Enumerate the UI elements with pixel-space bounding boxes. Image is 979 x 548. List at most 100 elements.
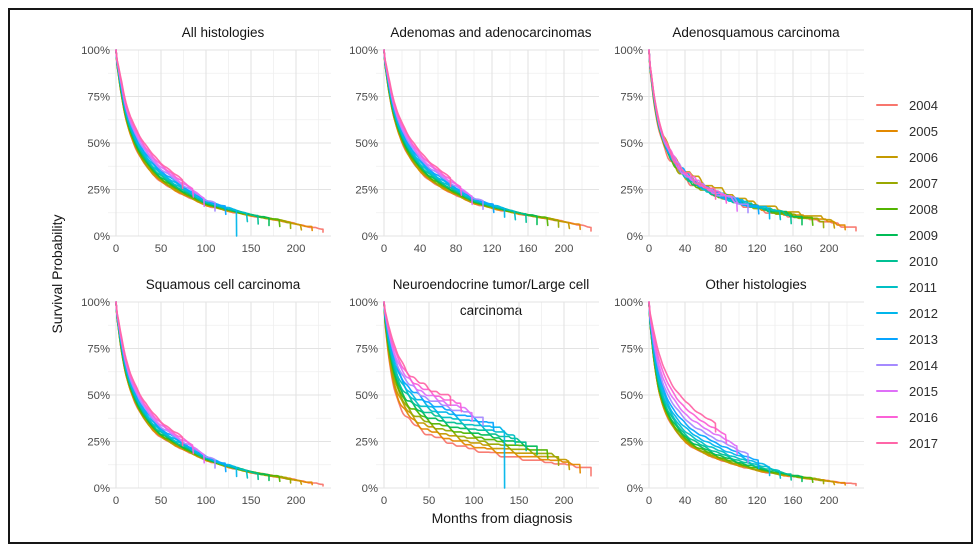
survival-curve-2015 — [648, 301, 738, 456]
survival-curve-2017 — [648, 49, 717, 200]
y-tick-label: 75% — [620, 344, 643, 356]
survival-curve-2006 — [383, 301, 571, 471]
legend-year-label: 2007 — [909, 175, 938, 191]
y-tick-label: 75% — [355, 344, 378, 356]
legend-year-label: 2008 — [909, 201, 938, 217]
legend-key-line — [876, 104, 898, 106]
x-tick-label: 40 — [679, 495, 692, 507]
y-tick-label: 75% — [87, 344, 110, 356]
facet-panel-neuroendocrine: Neuroendocrine tumor/Large cell carcinom… — [338, 272, 600, 514]
legend-key-line — [876, 130, 898, 132]
x-tick-label: 0 — [381, 495, 387, 507]
y-tick-label: 100% — [81, 46, 110, 57]
survival-curve-2008 — [383, 301, 549, 460]
survival-curve-2013 — [648, 301, 760, 470]
survival-plot-adenomas: 0% 25% 50% 75% 100% 0 40 80 120 160 200 — [349, 46, 599, 255]
facet-panel-all-histologies: All histologies 0% 25% 50% 75% 100% 0 50 100 150… — [70, 20, 332, 262]
x-tick-label: 200 — [820, 243, 839, 255]
facet-title-neuroendocrine: Neuroendocrine tumor/Large cell carcinom… — [392, 277, 590, 318]
y-tick-label: 100% — [349, 298, 378, 309]
x-tick-label: 100 — [197, 495, 216, 507]
y-tick-label: 0% — [94, 483, 110, 495]
legend-year-label: 2005 — [909, 123, 938, 139]
facet-title-squamous: Squamous cell carcinoma — [145, 277, 301, 292]
facet-title-adenomas: Adenomas and adenocarcinomas — [390, 25, 592, 40]
legend-item-2014: 2014 — [876, 352, 968, 378]
facet-panel-squamous: Squamous cell carcinoma 0% 25% 50% 75% 100% 0… — [70, 272, 332, 514]
legend-item-2017: 2017 — [876, 430, 968, 456]
survival-curve-2004 — [383, 301, 592, 477]
survival-curve-2016 — [648, 301, 728, 444]
y-tick-label: 75% — [620, 92, 643, 104]
legend-item-2016: 2016 — [876, 404, 968, 430]
facet-panel-other: Other histologies 0% 25% 50% 75% 100% 0 40 80 12… — [603, 272, 865, 514]
y-tick-label: 0% — [627, 231, 643, 243]
legend-year-label: 2012 — [909, 305, 938, 321]
legend-year-label: 2004 — [909, 97, 938, 113]
facet-title-all-histologies: All histologies — [181, 25, 265, 40]
survival-curve-2004 — [115, 301, 324, 487]
legend-key-line — [876, 286, 898, 288]
y-tick-label: 25% — [355, 437, 378, 449]
x-tick-label: 120 — [748, 495, 767, 507]
facet-title-adenosquamous: Adenosquamous carcinoma — [672, 25, 840, 40]
legend-item-2005: 2005 — [876, 118, 968, 144]
legend-key-line — [876, 156, 898, 158]
x-tick-label: 50 — [155, 495, 168, 507]
survival-curve-2005 — [115, 301, 313, 486]
figure-frame: Survival Probability Months from diagnos… — [8, 8, 973, 544]
y-tick-label: 25% — [87, 185, 110, 197]
x-tick-label: 150 — [242, 243, 261, 255]
survival-curve-2007 — [648, 301, 825, 485]
y-tick-label: 100% — [349, 46, 378, 57]
y-tick-label: 50% — [620, 390, 643, 402]
y-tick-label: 25% — [620, 437, 643, 449]
survival-curve-2012 — [383, 301, 506, 489]
legend-year-label: 2013 — [909, 331, 938, 347]
y-tick-label: 100% — [614, 298, 643, 309]
legend-year-label: 2009 — [909, 227, 938, 243]
x-tick-label: 200 — [555, 243, 574, 255]
legend-key-line — [876, 182, 898, 184]
legend-item-2011: 2011 — [876, 274, 968, 300]
x-tick-label: 0 — [381, 243, 387, 255]
x-tick-label: 100 — [197, 243, 216, 255]
legend-key-line — [876, 312, 898, 314]
y-tick-label: 50% — [620, 138, 643, 150]
survival-curve-2010 — [648, 301, 792, 481]
x-tick-label: 100 — [465, 495, 484, 507]
x-tick-label: 160 — [784, 243, 803, 255]
y-tick-label: 0% — [362, 483, 378, 495]
survival-curve-2014 — [383, 301, 484, 427]
legend-key-line — [876, 416, 898, 418]
legend-key-line — [876, 234, 898, 236]
survival-curve-2017 — [648, 301, 717, 433]
legend-key-line — [876, 338, 898, 340]
x-tick-label: 80 — [450, 243, 463, 255]
survival-curve-2007 — [383, 301, 560, 466]
x-tick-label: 120 — [748, 243, 767, 255]
survival-curve-2014 — [648, 301, 749, 464]
x-tick-label: 200 — [820, 495, 839, 507]
x-tick-label: 120 — [483, 243, 502, 255]
x-tick-label: 0 — [646, 243, 652, 255]
facet-panel-adenomas: Adenomas and adenocarcinomas 0% 25% 50% 75%… — [338, 20, 600, 262]
legend-item-2007: 2007 — [876, 170, 968, 196]
x-tick-label: 0 — [113, 495, 119, 507]
y-tick-label: 75% — [87, 92, 110, 104]
survival-curve-2015 — [383, 301, 473, 422]
legend-year-label: 2015 — [909, 383, 938, 399]
survival-plot-all-histologies: 0% 25% 50% 75% 100% 0 50 100 150 200 — [81, 46, 331, 255]
x-tick-label: 50 — [155, 243, 168, 255]
x-tick-label: 80 — [715, 495, 728, 507]
x-tick-label: 40 — [414, 243, 427, 255]
legend-year-label: 2016 — [909, 409, 938, 425]
legend-item-2004: 2004 — [876, 92, 968, 118]
y-tick-label: 0% — [362, 231, 378, 243]
survival-curve-2005 — [383, 301, 581, 474]
survival-curve-2017 — [383, 301, 452, 406]
x-tick-label: 160 — [519, 243, 538, 255]
legend-key-line — [876, 442, 898, 444]
survival-plot-squamous: 0% 25% 50% 75% 100% 0 50 100 150 200 — [81, 298, 331, 507]
